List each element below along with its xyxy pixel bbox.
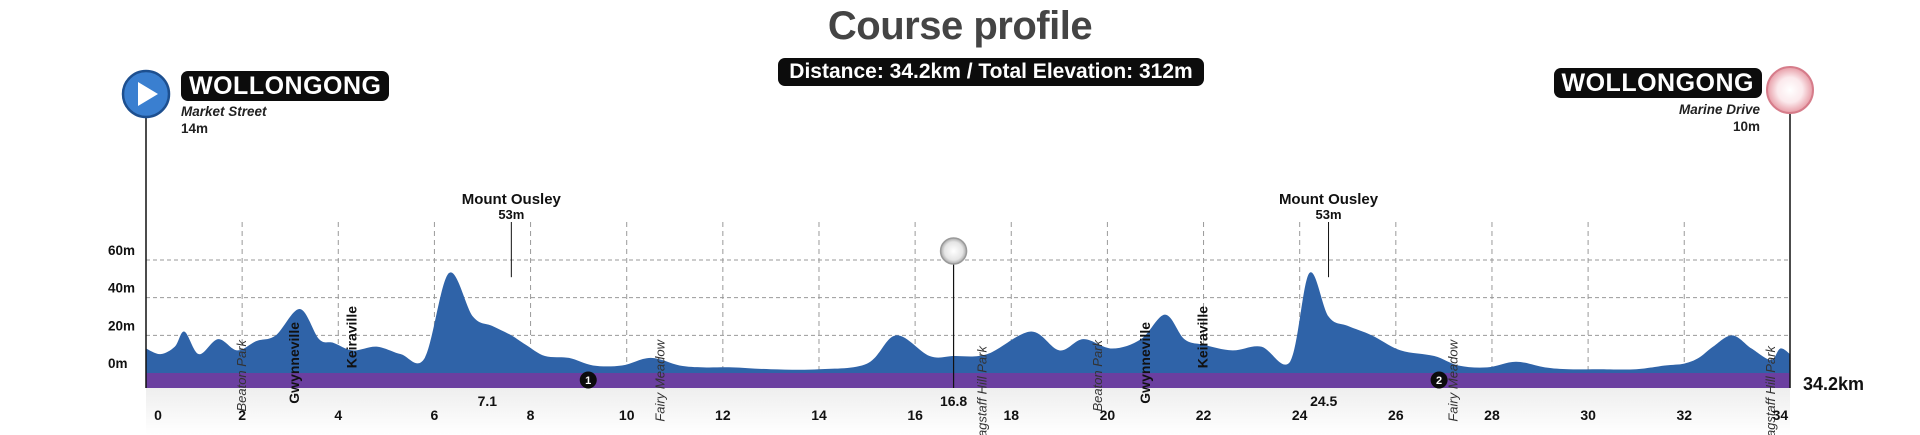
x-tick-label: 28 <box>1484 407 1500 423</box>
finish-street-label: Marine Drive <box>1678 102 1760 117</box>
place-annotation: Flagstaff Hill Park <box>974 345 989 435</box>
x-tick-label: 34 <box>1773 407 1789 423</box>
place-annotation: Gwynneville <box>286 322 302 404</box>
x-tick-label: 32 <box>1676 407 1692 423</box>
summit-name: Mount Ousley <box>462 191 562 208</box>
place-annotation: Fairy Meadow <box>652 338 667 421</box>
summit-name: Mount Ousley <box>1279 191 1379 208</box>
summit-elevation: 53m <box>498 207 524 222</box>
place-annotation: Flagstaff Hill Park <box>1763 345 1778 435</box>
start-town-label: WOLLONGONG <box>181 71 390 101</box>
finish-icon <box>1766 66 1814 114</box>
km-callout: 24.5 <box>1310 393 1337 409</box>
summit-elevation: 53m <box>1316 207 1342 222</box>
x-tick-label: 10 <box>619 407 635 423</box>
km-callout: 16.8 <box>940 393 967 409</box>
x-tick-label: 22 <box>1196 407 1212 423</box>
x-tick-label: 2 <box>238 407 246 423</box>
place-annotation: Beaton Park <box>1090 339 1105 412</box>
x-tick-label: 4 <box>334 407 342 423</box>
y-tick-label: 20m <box>108 318 135 333</box>
floor-shade <box>146 388 1790 435</box>
y-tick-label: 0m <box>108 356 128 371</box>
place-annotation: Keiraville <box>344 306 360 368</box>
finish-town-label: WOLLONGONG <box>1553 68 1762 98</box>
x-tick-label: 26 <box>1388 407 1404 423</box>
place-annotation: Beaton Park <box>234 339 249 412</box>
sprint-marker-label: 2 <box>1436 375 1442 387</box>
start-street-label: Market Street <box>181 104 267 119</box>
chart-title: Course profile <box>827 4 1093 48</box>
start-play-triangle <box>138 82 158 106</box>
x-tick-label: 8 <box>527 407 535 423</box>
sprint-marker-label: 1 <box>585 375 591 387</box>
x-tick-label: 24 <box>1292 407 1308 423</box>
place-annotation: Fairy Meadow <box>1446 338 1461 421</box>
sprint-marker <box>1430 371 1448 389</box>
sprint-marker <box>579 371 597 389</box>
course-base-band <box>146 373 1790 388</box>
distance-elevation-badge: Distance: 34.2km / Total Elevation: 312m <box>778 58 1204 86</box>
x-tick-label: 30 <box>1580 407 1596 423</box>
start-elevation-label: 14m <box>181 121 209 136</box>
lap-marker-icon <box>939 237 968 265</box>
km-callout: 7.1 <box>478 393 498 409</box>
place-annotation: Keiraville <box>1195 306 1211 368</box>
x-tick-label: 6 <box>431 407 439 423</box>
x-tick-label: 18 <box>1003 407 1019 423</box>
y-tick-label: 60m <box>108 243 135 258</box>
total-distance-label: 34.2km <box>1803 374 1864 394</box>
y-tick-label: 40m <box>108 281 135 296</box>
place-annotation: Gwynneville <box>1137 322 1153 404</box>
finish-elevation-label: 10m <box>1732 119 1760 134</box>
elevation-area <box>146 272 1790 373</box>
x-tick-label: 12 <box>715 407 731 423</box>
x-tick-label: 14 <box>811 407 827 423</box>
x-tick-label: 16 <box>907 407 923 423</box>
x-tick-label: 20 <box>1100 407 1116 423</box>
x-tick-label: 0 <box>154 407 162 423</box>
